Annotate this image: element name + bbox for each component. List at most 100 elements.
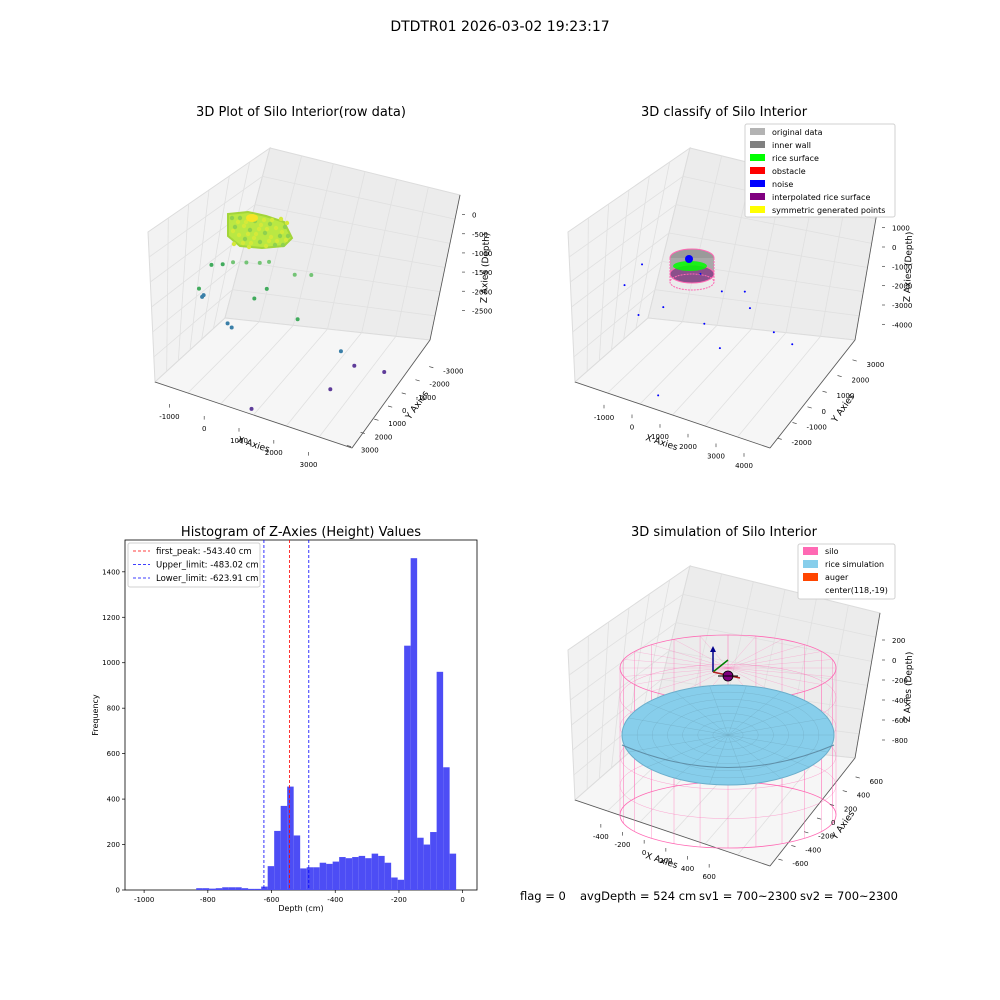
sim-y-tick-label: -600 bbox=[792, 860, 808, 868]
cls-z-tick-label: -3000 bbox=[892, 302, 912, 310]
legend-swatch-inner-wall bbox=[750, 141, 765, 148]
sim-y-tick-label: -200 bbox=[818, 833, 834, 841]
z-axis-line bbox=[854, 612, 881, 759]
raw-cluster-point bbox=[253, 231, 259, 237]
x-axis-line bbox=[154, 381, 353, 449]
histogram-bar bbox=[254, 888, 262, 890]
sim-y-tick-mark bbox=[855, 776, 860, 779]
classify-rice-surface bbox=[673, 261, 707, 271]
panel-raw-3d: 3D Plot of Silo Interior(row data) -1000… bbox=[147, 105, 492, 469]
raw-point bbox=[196, 286, 201, 291]
auger-y-arrow bbox=[712, 659, 729, 673]
silo-roof-spoke bbox=[727, 667, 805, 692]
histogram-y-axis-label: Frequency bbox=[91, 694, 100, 736]
raw-cluster-point bbox=[247, 227, 253, 233]
histogram-x-tick-label: -600 bbox=[264, 896, 280, 904]
rice-mesh-spoke bbox=[727, 691, 782, 736]
raw-y-tick-mark bbox=[401, 392, 407, 395]
classify-noise-point bbox=[720, 290, 723, 293]
raw-x-ticks: -1000 0 1000 2000 3000 bbox=[159, 404, 318, 469]
sim-x-tick-label: -400 bbox=[593, 833, 609, 841]
histogram-x-tick-label: -200 bbox=[391, 896, 407, 904]
silo-roof-spoke bbox=[727, 651, 822, 669]
histogram-bar bbox=[215, 888, 223, 890]
cls-y-tick-mark bbox=[837, 375, 842, 378]
classify-y-ticks: -2000 -1000 0 1000 2000 3000 bbox=[777, 359, 884, 447]
cls-y-tick-mark bbox=[792, 422, 797, 425]
rice-mesh-spoke bbox=[727, 734, 782, 779]
histogram-y-tick-label: 1000 bbox=[102, 659, 120, 667]
raw-cluster-point bbox=[264, 226, 270, 232]
x-axis-line bbox=[574, 799, 771, 867]
sim-z-tick-label: 0 bbox=[892, 657, 896, 665]
y-axis-line bbox=[769, 757, 856, 867]
raw-cluster-point bbox=[241, 223, 247, 229]
histogram-x-ticks: -1000 -800 -600 -400 -200 0 bbox=[134, 890, 465, 904]
raw-cluster-point bbox=[267, 221, 273, 227]
panel-simulation-3d: 3D simulation of Silo Interior -400 -200 0… bbox=[567, 525, 915, 881]
raw-z-tick-label: -1000 bbox=[472, 250, 492, 258]
classify-legend-frame bbox=[744, 123, 896, 218]
raw-cluster-point bbox=[232, 224, 238, 230]
sim-x-tick-label: 0 bbox=[642, 849, 646, 857]
raw-cluster-point bbox=[258, 222, 264, 228]
raw-cluster-point bbox=[280, 242, 286, 248]
grid-line bbox=[639, 325, 718, 405]
cls-x-tick-label: 4000 bbox=[735, 462, 753, 470]
raw-point bbox=[201, 293, 206, 298]
raw-cluster-point bbox=[251, 235, 257, 241]
grid-line bbox=[704, 332, 787, 427]
raw-y-tick-mark bbox=[360, 431, 365, 434]
histogram-y-tick-label: 400 bbox=[107, 796, 120, 804]
cls-y-tick-mark bbox=[852, 359, 857, 362]
raw-y-tick-label: -2000 bbox=[429, 381, 449, 389]
histogram-bar bbox=[287, 786, 294, 890]
raw-x-tick-label: 3000 bbox=[300, 461, 318, 469]
histogram-bar bbox=[209, 888, 216, 890]
raw-point bbox=[252, 296, 257, 301]
classify-noise-point bbox=[718, 347, 721, 350]
cls-x-tick-label: -1000 bbox=[594, 414, 614, 422]
cls-z-tick-label: -1000 bbox=[892, 263, 912, 271]
classify-legend: original data inner wall rice surface obsta… bbox=[744, 123, 896, 218]
histogram-y-ticks: 0 200 400 600 800 1000 1200 1400 bbox=[102, 568, 125, 895]
histogram-bar bbox=[352, 857, 359, 890]
grid-line bbox=[187, 321, 260, 394]
cls-z-tick-label: -4000 bbox=[892, 321, 912, 329]
raw-cluster-point bbox=[245, 231, 251, 237]
raw-rice-cluster bbox=[227, 210, 294, 250]
histogram-bar bbox=[319, 862, 327, 890]
raw-y-tick-label: 3000 bbox=[361, 446, 379, 454]
z-axis-line bbox=[854, 194, 881, 341]
histogram-x-tick-label: -400 bbox=[327, 896, 343, 904]
classify-noise-point bbox=[623, 284, 626, 287]
legend-label-obstacle: obstacle bbox=[772, 167, 806, 176]
histogram-bar bbox=[404, 645, 411, 890]
cls-z-tick-label: 0 bbox=[892, 244, 896, 252]
histogram-bar bbox=[391, 877, 398, 890]
rice-mesh-spoke bbox=[727, 734, 747, 785]
histogram-legend-label: first_peak: -543.40 cm bbox=[156, 547, 252, 557]
legend-swatch-obstacle bbox=[750, 167, 765, 174]
sim-y-tick-mark bbox=[842, 790, 848, 793]
rice-mesh-spoke bbox=[674, 734, 729, 779]
raw-z-tick-label: -2000 bbox=[472, 288, 492, 296]
rice-mesh-spoke bbox=[727, 685, 747, 736]
legend-label-symmetric-generated-points: symmetric generated points bbox=[772, 206, 885, 215]
histogram-bar bbox=[345, 858, 353, 890]
raw-3d-axes-box bbox=[147, 146, 461, 449]
sim-y-tick-mark bbox=[778, 858, 783, 861]
raw-3d-points bbox=[196, 259, 387, 411]
simulation-auger bbox=[710, 646, 741, 682]
classify-plot-title: 3D classify of Silo Interior bbox=[641, 105, 808, 120]
raw-plot-title: 3D Plot of Silo Interior(row data) bbox=[196, 105, 406, 120]
histogram-bar bbox=[332, 861, 340, 890]
rice-mesh-spoke bbox=[674, 691, 729, 736]
grid-line bbox=[220, 325, 294, 405]
raw-cluster-point bbox=[248, 240, 254, 246]
rice-mesh-spoke bbox=[727, 717, 828, 736]
histogram-legend: first_peak: -543.40 cm Upper_limit: -483.… bbox=[127, 542, 261, 588]
rice-mesh-spoke bbox=[727, 702, 810, 736]
silo-roof-spoke bbox=[727, 667, 833, 677]
classify-noise-point bbox=[662, 306, 665, 309]
